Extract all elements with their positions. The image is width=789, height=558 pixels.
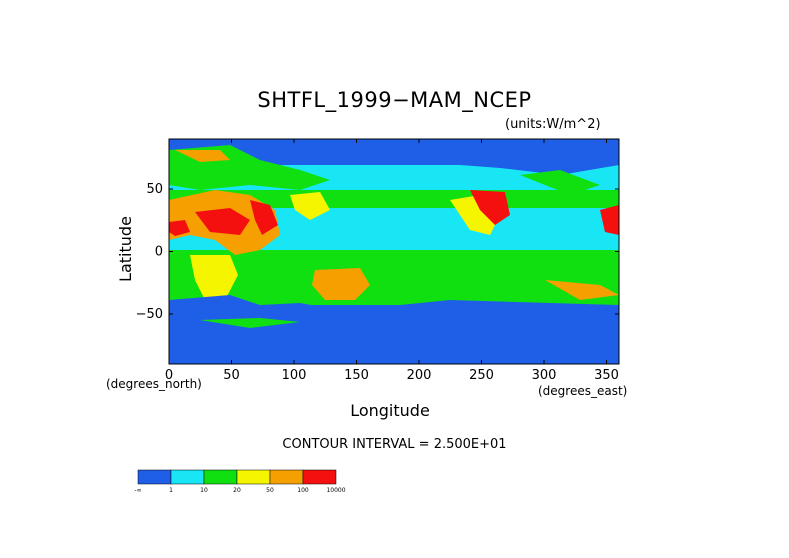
colorbar-swatch — [170, 469, 205, 485]
colorbar-label: 20 — [233, 487, 241, 494]
colorbar-label: 1 — [169, 487, 173, 494]
colorbar-swatch — [302, 469, 337, 485]
x-tick-label: 200 — [407, 368, 432, 383]
x-axis: 0 50 100 150 200 250 300 350 — [165, 139, 619, 383]
colorbar-swatch — [269, 469, 304, 485]
y-tick-label: −50 — [136, 307, 163, 322]
map-field — [169, 139, 619, 364]
x-tick-label: 350 — [594, 368, 619, 383]
colorbar-label: 50 — [266, 487, 274, 494]
colorbar-swatch — [203, 469, 238, 485]
x-tick-label: 0 — [165, 368, 173, 383]
x-tick-label: 250 — [469, 368, 494, 383]
colorbar-swatch — [236, 469, 271, 485]
units-label: (units:W/m^2) — [505, 117, 601, 132]
contour-interval-label: CONTOUR INTERVAL = 2.500E+01 — [282, 437, 507, 452]
x-tick-label: 100 — [282, 368, 307, 383]
y-tick-label: 50 — [146, 182, 163, 197]
chart-title: SHTFL_1999−MAM_NCEP — [257, 88, 532, 112]
x-tick-label: 50 — [223, 368, 240, 383]
colorbar-label: -∞ — [134, 487, 141, 494]
y-axis: −50 0 50 — [136, 182, 619, 322]
x-tick-label: 300 — [532, 368, 557, 383]
y-unit-label: (degrees_north) — [106, 377, 202, 391]
colorbar-label: 10 — [200, 487, 208, 494]
colorbar: -∞ 1 10 20 50 100 10000 — [134, 469, 346, 494]
x-tick-label: 150 — [344, 368, 369, 383]
x-unit-label: (degrees_east) — [538, 384, 628, 398]
colorbar-swatch — [137, 469, 172, 485]
x-axis-label: Longitude — [350, 401, 430, 420]
colorbar-label: 100 — [297, 487, 309, 494]
y-tick-label: 0 — [155, 245, 163, 260]
colorbar-label: 10000 — [326, 487, 345, 494]
